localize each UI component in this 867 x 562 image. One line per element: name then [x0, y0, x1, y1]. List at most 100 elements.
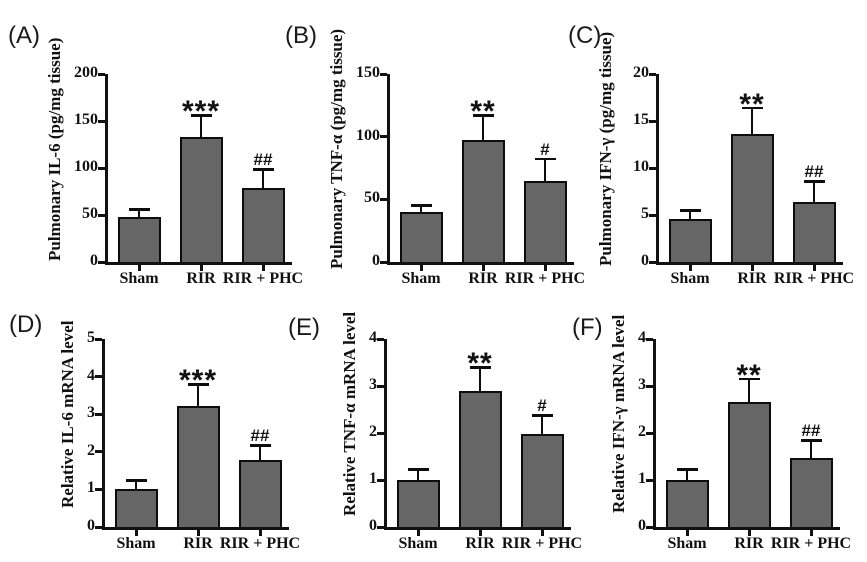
plot-area-e: 0 1 2 3 4 Sham RIR ** RIR + PHC # — [369, 329, 582, 552]
error-bar — [258, 444, 262, 462]
y-tick-label: 0 — [87, 517, 95, 534]
y-tick-label: 0 — [372, 252, 380, 269]
error-bar-cap — [125, 479, 147, 482]
error-bar-cap — [187, 383, 209, 386]
y-tick — [380, 197, 387, 201]
panel-letter-f: (F) — [572, 314, 603, 341]
bar — [668, 218, 712, 262]
error-bar-cap — [676, 468, 698, 471]
bar — [399, 211, 443, 262]
error-bar — [478, 366, 482, 392]
bar — [523, 180, 567, 262]
y-tick — [98, 119, 105, 123]
error-bar — [134, 479, 138, 491]
bar — [727, 402, 771, 527]
error-bar-cap — [410, 204, 432, 207]
error-bar — [416, 468, 420, 481]
error-bar — [685, 468, 689, 481]
y-tick — [95, 412, 102, 416]
error-bar — [540, 414, 544, 435]
x-category-label: RIR + PHC — [773, 270, 855, 287]
significance-marker: ## — [250, 426, 270, 446]
bar — [792, 201, 836, 262]
y-tick — [649, 166, 656, 170]
x-tick — [416, 530, 420, 536]
error-bar — [261, 168, 265, 189]
x-category-label: Sham — [667, 535, 707, 552]
y-axis-label-f: Relative IFN-γ mRNA level — [609, 314, 628, 514]
y-tick — [380, 135, 387, 139]
x-tick — [481, 265, 485, 271]
bar — [665, 480, 709, 527]
x-category-label: RIR — [465, 535, 495, 552]
y-tick — [377, 431, 384, 435]
x-tick — [688, 265, 692, 271]
x-tick — [199, 265, 203, 271]
error-bar-cap — [407, 468, 429, 471]
error-bar — [809, 439, 813, 459]
y-tick-label: 2 — [87, 441, 95, 459]
y-tick-label: 3 — [369, 376, 377, 393]
error-bar — [137, 208, 141, 218]
x-category-label: Sham — [670, 270, 710, 287]
y-tick-label: 5 — [641, 205, 649, 222]
y-tick-label: 20 — [633, 64, 649, 81]
error-bar-cap — [534, 157, 556, 161]
y-tick — [646, 384, 653, 388]
y-tick-label: 0 — [641, 252, 649, 269]
x-category-label: RIR — [468, 270, 498, 287]
error-bar-cap — [738, 377, 760, 381]
error-bar — [750, 106, 754, 136]
significance-marker: # — [540, 139, 550, 159]
x-category-label: RIR + PHC — [770, 535, 852, 552]
y-tick — [649, 72, 656, 76]
error-bar-cap — [472, 114, 494, 117]
bar — [176, 405, 220, 527]
bar — [238, 460, 282, 527]
y-tick-label: 3 — [87, 404, 95, 422]
y-axis-label-c: Pulmonary IFN-γ (pg/mg tissue) — [596, 31, 615, 267]
y-tick-label: 2 — [638, 423, 646, 440]
y-tick — [377, 384, 384, 388]
y-tick-label: 15 — [633, 111, 649, 128]
y-tick — [649, 260, 656, 264]
y-tick-label: 0 — [369, 517, 377, 534]
bar — [396, 480, 440, 527]
y-tick — [377, 337, 384, 341]
y-tick-label: 1 — [638, 470, 646, 487]
bar — [117, 216, 161, 262]
plot-area-b: 0 50 100 150 Sham RIR ** RIR + PHC # — [356, 64, 585, 287]
error-bar-cap — [741, 106, 763, 110]
y-tick-label: 100 — [74, 158, 98, 175]
y-tick-label: 10 — [633, 158, 649, 175]
y-tick-label: 0 — [638, 517, 646, 534]
x-tick — [478, 530, 482, 536]
bar — [179, 136, 223, 262]
y-axis-label-d: Relative IL-6 mRNA level — [58, 320, 77, 508]
y-tick — [98, 213, 105, 217]
error-bar — [543, 158, 547, 182]
x-category-label: RIR + PHC — [501, 535, 583, 552]
x-tick — [543, 265, 547, 271]
y-tick — [649, 213, 656, 217]
y-axis-label-e: Relative TNF-α mRNA level — [340, 311, 359, 517]
x-category-label: Sham — [398, 535, 438, 552]
significance-marker: ** — [470, 95, 496, 129]
significance-marker: *** — [178, 364, 218, 398]
significance-marker: ## — [253, 150, 273, 169]
y-tick-label: 2 — [369, 423, 377, 440]
error-bar-cap — [190, 114, 212, 117]
significance-marker: ## — [804, 162, 824, 182]
plot-area-c: 0 5 10 15 20 Sham RIR ** RIR + PHC ## — [633, 64, 854, 287]
y-tick — [380, 260, 387, 264]
significance-marker: ** — [467, 347, 493, 381]
bar — [241, 187, 285, 262]
bar — [458, 390, 502, 527]
error-bar-cap — [128, 208, 150, 211]
y-tick — [95, 375, 102, 379]
x-category-label: Sham — [119, 270, 159, 287]
significance-marker: ** — [739, 87, 765, 121]
bar — [730, 134, 774, 262]
y-tick-label: 0 — [90, 252, 98, 269]
